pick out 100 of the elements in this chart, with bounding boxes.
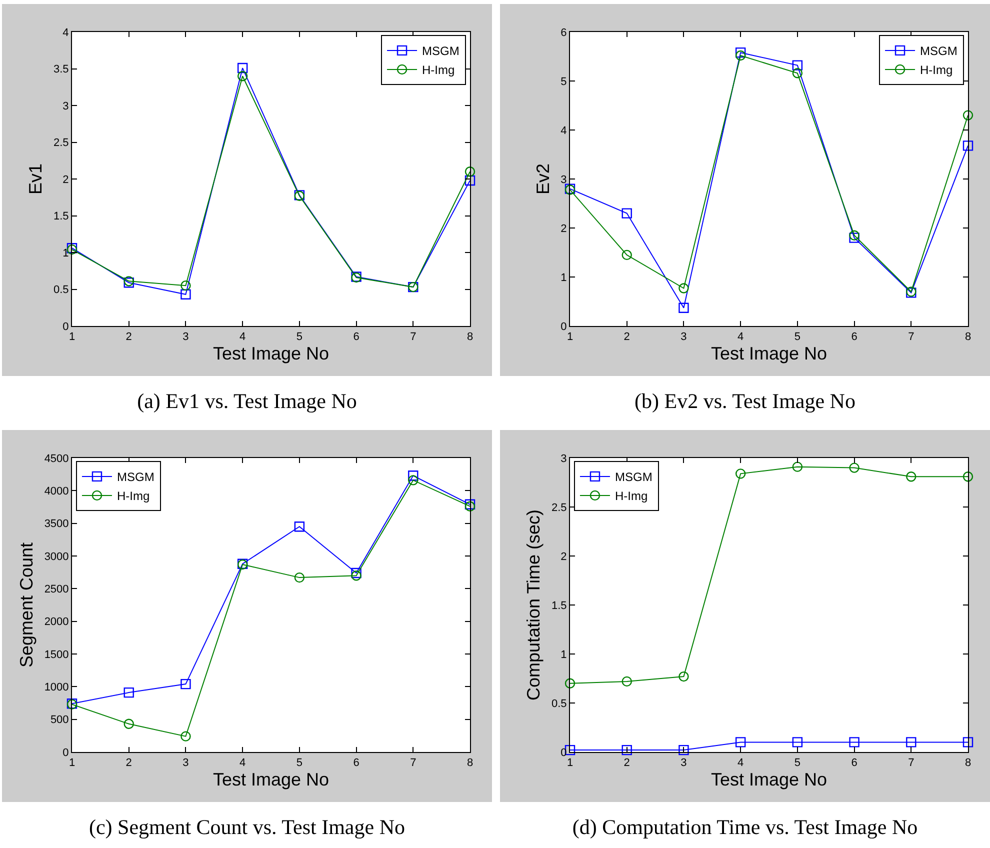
y-tick-label: 1	[560, 648, 567, 661]
point	[792, 60, 803, 70]
legend-label: MSGM	[920, 44, 958, 58]
point	[408, 470, 418, 481]
point	[906, 472, 916, 482]
x-tick-label: 4	[240, 757, 246, 770]
y-tick-label: 2000	[44, 616, 69, 628]
y-tick-label: 1500	[44, 648, 69, 661]
point	[622, 250, 632, 260]
x-tick-label: 4	[240, 331, 246, 344]
legend-label: MSGM	[422, 44, 460, 58]
point	[678, 744, 689, 756]
y-tick-label: 3	[560, 174, 567, 186]
point	[464, 175, 476, 186]
x-tick-label: 8	[466, 757, 474, 770]
y-tick-label: 0.5	[54, 284, 69, 296]
legend-label: MSGM	[614, 470, 652, 484]
point	[124, 687, 134, 698]
y-tick-label: 4500	[44, 452, 69, 465]
y-tick-label: 2.5	[54, 137, 69, 150]
point	[622, 744, 632, 756]
point	[849, 737, 860, 748]
point	[849, 232, 860, 243]
x-tick-label: 5	[296, 757, 302, 770]
y-tick-label: 2	[62, 174, 69, 186]
point	[622, 208, 632, 218]
y-axis-title: Ev2	[532, 163, 553, 195]
point	[180, 280, 191, 291]
point	[180, 289, 191, 300]
y-tick-label: 0	[560, 746, 567, 759]
point	[962, 737, 974, 748]
x-tick-label: 3	[680, 757, 687, 770]
y-tick-label: 1000	[44, 682, 69, 694]
y-axis-title: Ev1	[26, 163, 46, 195]
legend-label: H-Img	[422, 63, 455, 78]
y-tick-label: 3.5	[54, 64, 69, 76]
x-tick-label: 2	[126, 757, 132, 770]
point	[351, 568, 362, 578]
x-axis-title: Test Image No	[710, 343, 828, 364]
point	[464, 166, 476, 177]
point	[792, 737, 803, 748]
point	[962, 110, 974, 120]
point	[735, 737, 746, 748]
point	[906, 737, 916, 748]
y-tick-label: 0	[62, 746, 69, 759]
point	[180, 731, 191, 742]
x-tick-label: 6	[851, 331, 858, 344]
point	[735, 50, 746, 61]
point	[678, 283, 689, 294]
y-axis-title: Segment Count	[16, 542, 37, 668]
x-tick-label: 6	[353, 757, 360, 770]
text: (a) Ev1 vs. Test Image No	[136, 388, 358, 415]
x-tick-label: 4	[738, 757, 744, 770]
y-tick-label: 500	[50, 714, 69, 726]
text: (d) Computation Time vs. Test Image No	[571, 814, 919, 841]
point	[294, 522, 305, 532]
x-tick-label: 2	[126, 331, 132, 344]
point	[849, 462, 860, 473]
y-tick-label: 2500	[44, 584, 69, 596]
point	[351, 570, 362, 581]
point	[735, 47, 746, 58]
legend-label: MSGM	[116, 470, 154, 484]
y-tick-label: 6	[560, 26, 567, 39]
x-tick-label: 7	[410, 757, 416, 770]
x-tick-label: 6	[353, 331, 360, 344]
point	[408, 475, 418, 486]
point	[735, 468, 746, 479]
y-tick-label: 4	[560, 124, 567, 137]
y-tick-label: 4	[62, 26, 69, 39]
y-tick-label: 2	[560, 550, 567, 563]
point	[962, 472, 974, 482]
x-tick-label: 3	[680, 331, 687, 344]
x-tick-label: 5	[794, 331, 800, 344]
y-tick-label: 3	[560, 452, 567, 465]
point	[237, 62, 248, 74]
y-tick-label: 1	[560, 272, 567, 284]
y-tick-label: 4000	[44, 486, 69, 498]
legend-label: H-Img	[614, 489, 648, 504]
point	[792, 462, 803, 472]
x-tick-label: 2	[624, 757, 630, 770]
x-tick-label: 7	[908, 757, 914, 770]
y-axis-title: Computation Time (sec)	[524, 509, 544, 701]
legend-label: H-Img	[920, 63, 953, 78]
x-tick-label: 8	[964, 757, 972, 770]
x-tick-label: 2	[624, 331, 630, 344]
x-tick-label: 4	[738, 331, 744, 344]
text: (b) Ev2 vs. Test Image No	[634, 388, 856, 415]
x-tick-label: 5	[794, 757, 800, 770]
y-tick-label: 0	[560, 320, 567, 333]
y-tick-label: 0	[62, 320, 69, 333]
x-axis-title: Test Image No	[710, 769, 828, 790]
text: (c) Segment Count vs. Test Image No	[88, 814, 406, 841]
point	[678, 671, 689, 682]
x-tick-label: 3	[182, 331, 189, 344]
y-tick-label: 1.5	[552, 600, 567, 612]
y-tick-label: 1.5	[54, 210, 69, 223]
y-tick-label: 5	[560, 76, 567, 88]
x-tick-label: 8	[964, 331, 972, 344]
y-tick-label: 1	[62, 247, 69, 260]
x-tick-label: 5	[296, 331, 302, 344]
